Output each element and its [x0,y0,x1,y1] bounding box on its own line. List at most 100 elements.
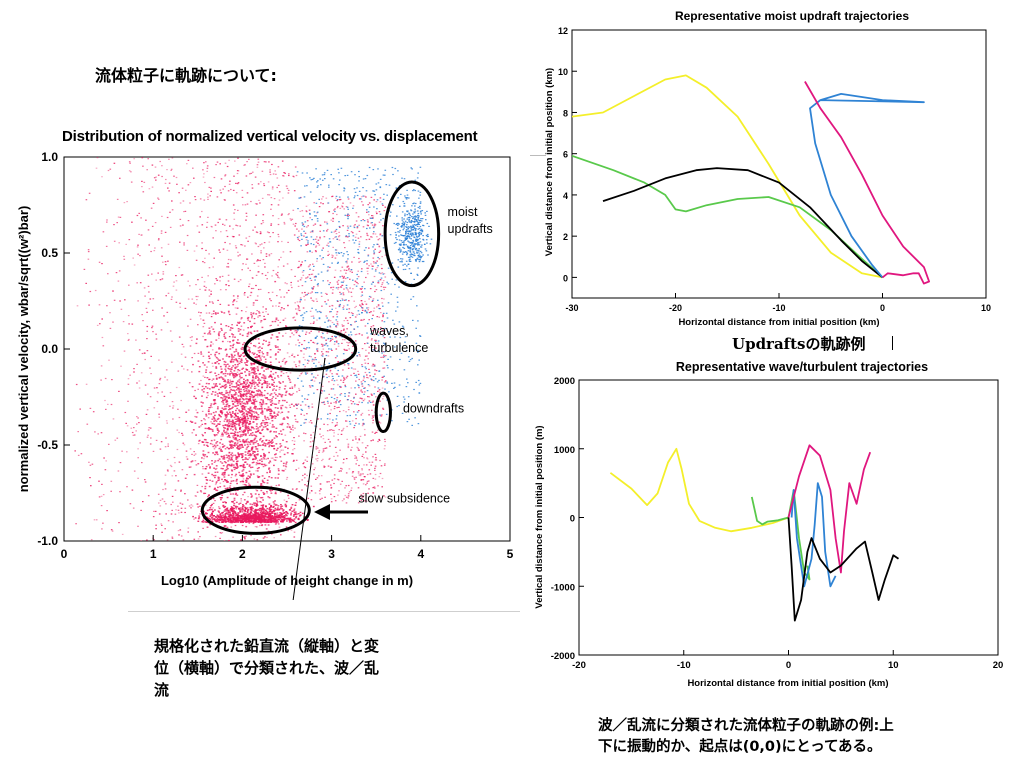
scatter-point [295,459,298,461]
scatter-point [238,410,241,412]
scatter-point [234,434,237,436]
scatter-point [141,352,144,355]
scatter-point [239,328,242,331]
scatter-point [249,173,251,175]
scatter-point [337,362,339,364]
scatter-point [251,187,254,189]
scatter-point [280,307,283,309]
scatter-point [247,450,250,453]
scatter-point [341,342,343,344]
scatter-point [194,460,197,462]
scatter-point [236,494,239,496]
scatter-point [360,236,362,238]
scatter-point [234,431,237,434]
scatter-point [237,352,240,354]
scatter-point [218,447,221,450]
scatter-point [146,436,149,438]
scatter-point [314,223,317,225]
scatter-point [220,327,223,330]
scatter-point [368,346,371,348]
scatter-point [228,159,230,161]
scatter-point [239,507,242,509]
scatter-point [244,394,247,396]
scatter-point [231,452,234,454]
scatter-point [293,448,296,450]
scatter-point [269,169,271,171]
scatter-point [284,446,287,448]
scatter-point [251,503,254,506]
scatter-point [247,332,250,334]
scatter-point [343,269,346,271]
scatter-point [346,288,348,290]
scatter-point [179,306,182,308]
scatter-point [122,321,125,323]
scatter-point [246,403,249,405]
scatter-point [347,367,350,369]
scatter-point [255,382,257,384]
scatter-point [206,345,209,348]
scatter-point [322,344,324,346]
scatter-point [225,392,227,394]
scatter-point [371,215,373,217]
scatter-point [220,455,223,458]
scatter-point [229,510,231,512]
scatter-point [354,224,356,226]
scatter-point [242,463,245,466]
scatter-point [203,285,206,287]
scatter-point [247,430,249,432]
scatter-point [219,359,221,361]
scatter-point [248,395,251,398]
scatter-point [309,231,312,233]
scatter-point [266,408,268,410]
scatter-point [257,347,260,349]
scatter-point [278,259,280,261]
scatter-point [224,415,227,417]
scatter-point [219,450,222,452]
scatter-point [282,515,285,518]
scatter-point [258,310,260,313]
scatter-point [357,502,360,504]
scatter-point [287,375,290,378]
scatter-point [302,356,305,359]
scatter-point [294,415,296,417]
scatter-point [252,391,255,394]
scatter-point [212,507,214,509]
scatter-point [352,232,354,234]
scatter-point [225,289,227,291]
scatter-point [347,497,349,499]
scatter-point [269,386,271,388]
scatter-point [293,437,295,439]
scatter-point [281,160,284,162]
scatter-point [274,507,277,510]
scatter-point [298,481,301,483]
scatter-point [324,496,326,498]
scatter-point [223,476,226,478]
scatter-point [95,167,98,169]
scatter-point [186,234,189,237]
scatter-point [209,467,211,469]
scatter-point [217,406,219,408]
scatter-point [213,488,216,490]
scatter-point [239,516,242,518]
scatter-point [225,433,228,435]
scatter-point [311,273,314,275]
scatter-point [264,396,266,398]
scatter-point [239,355,242,358]
scatter-point [242,466,245,469]
scatter-point [230,353,233,356]
scatter-point [85,383,88,385]
scatter-point [255,505,258,507]
scatter-point [360,479,363,481]
scatter-point [253,262,256,264]
scatter-point [243,405,246,408]
scatter-point [261,479,264,481]
scatter-point [261,411,264,413]
scatter-point [204,339,206,341]
scatter-point [223,408,226,410]
scatter-point [202,176,205,178]
scatter-point [244,380,247,382]
scatter-point [262,491,265,494]
scatter-point [274,514,276,516]
scatter-point [363,476,366,478]
scatter-point [257,414,260,416]
